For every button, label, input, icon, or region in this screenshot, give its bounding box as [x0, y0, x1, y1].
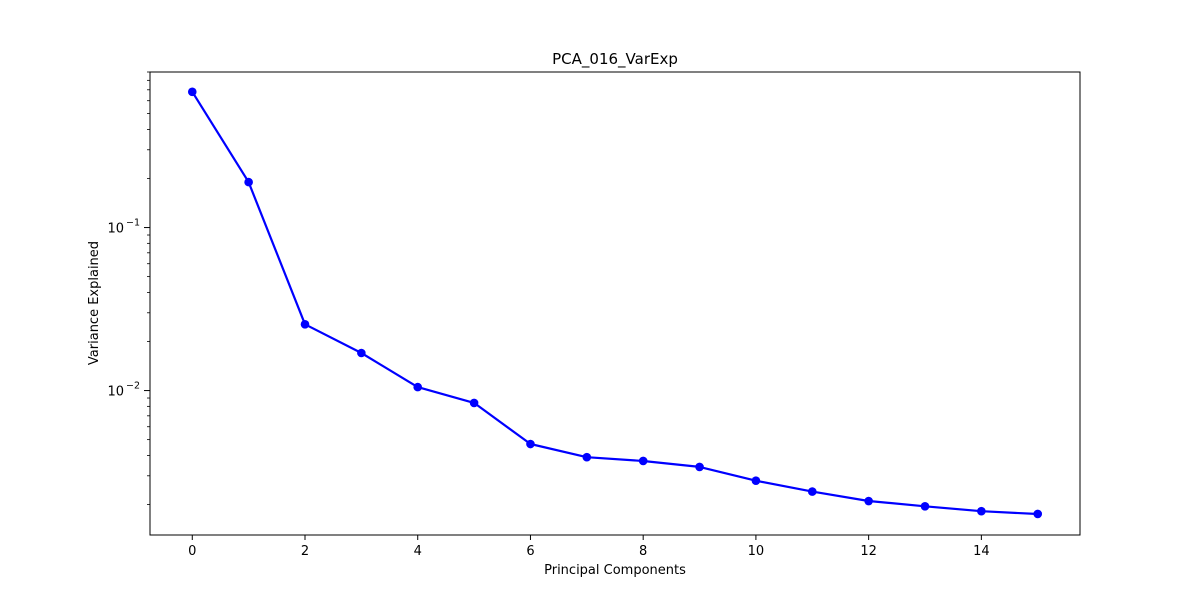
y-tick-label-exponent: −2 — [126, 381, 140, 392]
x-tick-label: 14 — [973, 544, 990, 559]
data-point — [300, 319, 310, 329]
data-point — [582, 452, 592, 462]
data-point — [469, 398, 479, 408]
data-point — [244, 177, 253, 187]
x-tick-label: 0 — [188, 544, 196, 559]
chart-title: PCA_016_VarExp — [552, 50, 678, 69]
data-point — [357, 348, 366, 358]
x-tick-label: 6 — [526, 544, 534, 559]
x-tick-label: 8 — [639, 544, 647, 559]
x-axis-label: Principal Components — [544, 563, 686, 578]
data-point — [864, 496, 873, 506]
data-point — [695, 462, 704, 472]
data-point — [807, 487, 817, 496]
data-point — [1033, 509, 1043, 519]
x-tick-label: 10 — [748, 544, 765, 559]
data-point — [413, 382, 423, 392]
data-point — [187, 87, 197, 97]
axes-frame — [149, 71, 1081, 536]
x-tick-label: 12 — [860, 544, 877, 559]
x-tick-label: 4 — [414, 544, 422, 559]
data-point — [977, 506, 986, 516]
y-tick-label: 10 — [107, 385, 124, 400]
x-tick-label: 2 — [301, 544, 309, 559]
y-axis-label: Variance Explained — [87, 241, 102, 365]
data-point — [751, 476, 761, 485]
data-point — [526, 439, 535, 449]
data-point — [638, 456, 648, 466]
y-tick-label: 10 — [107, 222, 124, 237]
series-line — [191, 91, 1038, 516]
y-tick-label-exponent: −1 — [126, 218, 140, 229]
data-point — [920, 501, 930, 511]
